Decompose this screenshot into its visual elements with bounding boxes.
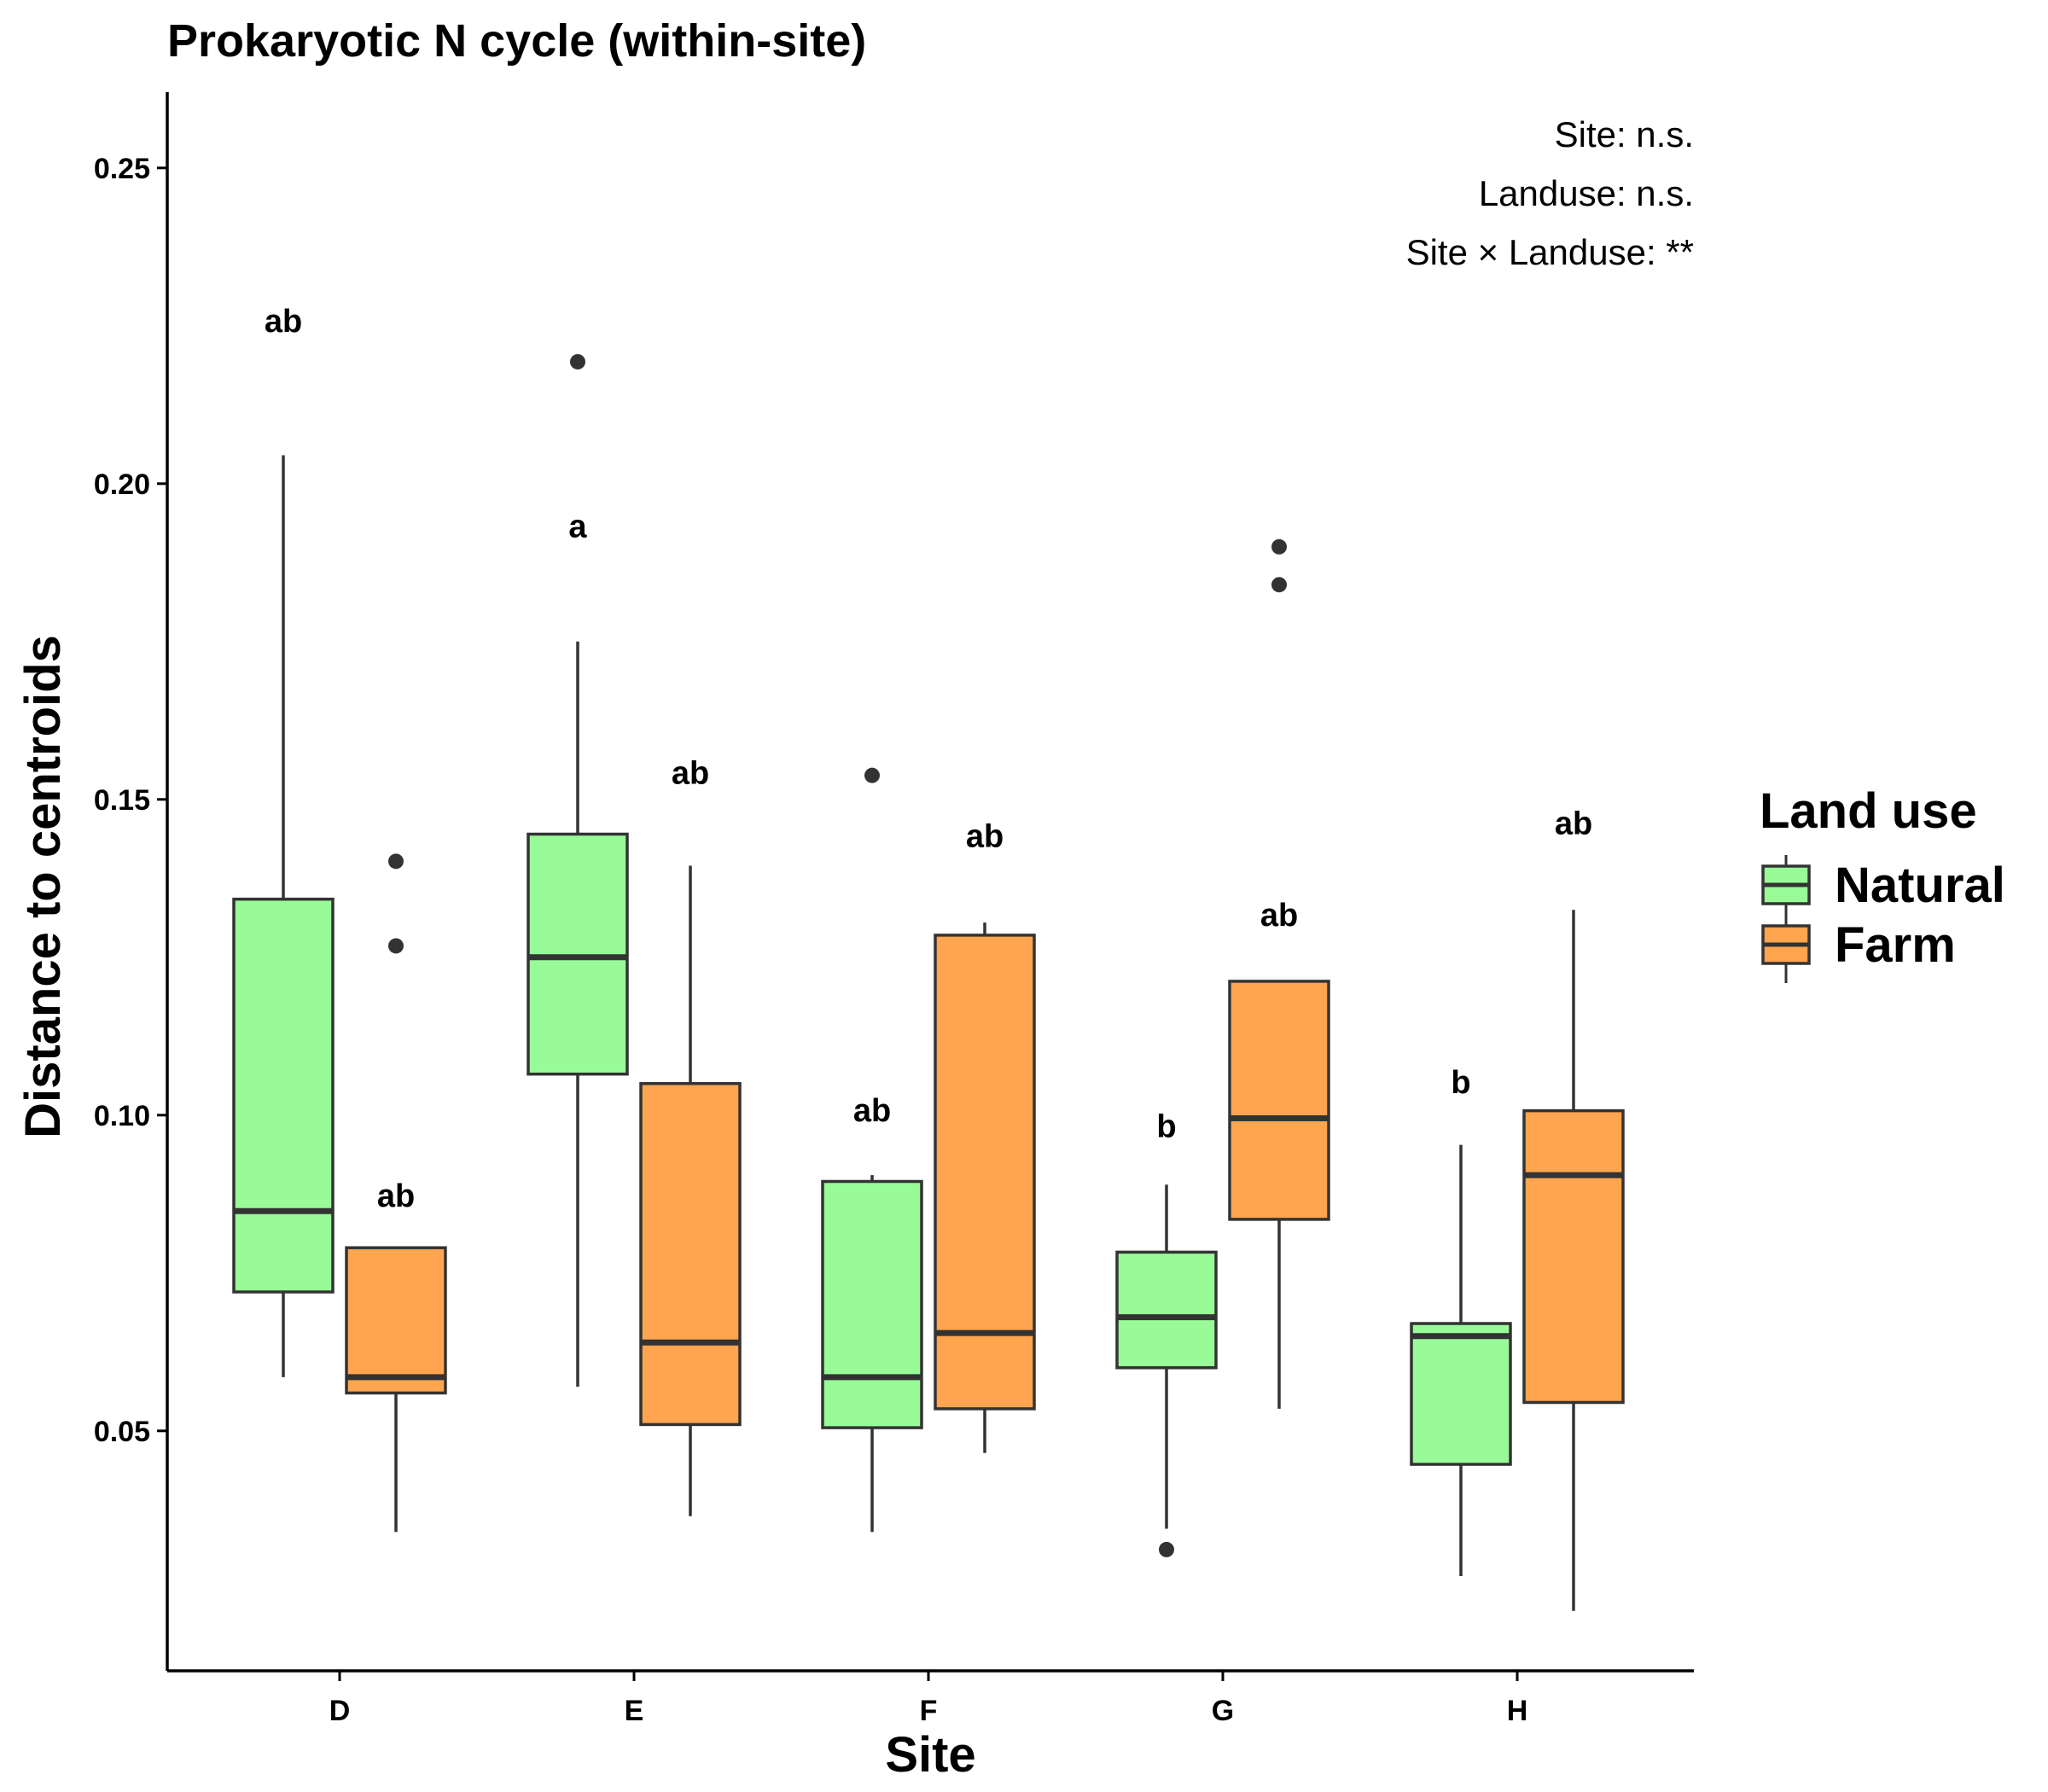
box-natural-d bbox=[232, 455, 335, 1377]
x-tick-label: F bbox=[920, 1695, 938, 1727]
outlier-point bbox=[1271, 577, 1287, 593]
axes-layer: 0.05 0.10 0.15 0.20 0.25 D E F G H Site Distance to… bbox=[15, 92, 1694, 1783]
box-iqr bbox=[1410, 1322, 1512, 1466]
y-tick-label: 0.25 bbox=[94, 153, 150, 185]
stat-line: Site × Landuse: ** bbox=[1406, 232, 1694, 272]
significance-letter: ab bbox=[853, 1093, 891, 1129]
title-layer: Prokaryotic N cycle (within-site) bbox=[167, 15, 866, 67]
outlier-point bbox=[1159, 1541, 1174, 1557]
legend-title: Land use bbox=[1760, 783, 1977, 839]
x-tick-label: D bbox=[329, 1695, 351, 1727]
box-iqr bbox=[639, 1082, 742, 1427]
box-farm-g bbox=[1228, 538, 1330, 1409]
x-tick-label: E bbox=[625, 1695, 644, 1727]
significance-letter: ab bbox=[1555, 806, 1592, 842]
box-iqr bbox=[345, 1246, 447, 1395]
y-axis-title: Distance to centroids bbox=[15, 635, 71, 1138]
x-tick-label: H bbox=[1507, 1695, 1528, 1727]
box-natural-g bbox=[1115, 1184, 1218, 1557]
box-farm-h bbox=[1522, 910, 1625, 1611]
outlier-point bbox=[570, 353, 585, 369]
chart-title: Prokaryotic N cycle (within-site) bbox=[167, 15, 866, 67]
significance-letter: ab bbox=[1260, 898, 1298, 934]
box-natural-h bbox=[1410, 1144, 1512, 1576]
legend-entry-farm: Farm bbox=[1761, 915, 1956, 983]
legend-label: Farm bbox=[1835, 917, 1956, 973]
box-iqr bbox=[232, 897, 335, 1294]
stats-annotation: Site: n.s. Landuse: n.s. Site × Landuse: *… bbox=[1406, 114, 1694, 272]
significance-letter: ab bbox=[966, 818, 1004, 854]
significance-letter: ab bbox=[672, 755, 709, 791]
box-iqr bbox=[821, 1179, 923, 1429]
stat-line: Site: n.s. bbox=[1555, 114, 1694, 154]
x-tick-label: G bbox=[1212, 1695, 1234, 1727]
outlier-point bbox=[388, 853, 404, 870]
box-iqr bbox=[934, 934, 1036, 1411]
box-iqr bbox=[1228, 980, 1330, 1221]
significance-letter: ab bbox=[377, 1178, 415, 1214]
box-iqr bbox=[527, 832, 629, 1076]
significance-letter: a bbox=[568, 509, 587, 545]
y-tick-label: 0.15 bbox=[94, 784, 150, 817]
box-iqr bbox=[1115, 1250, 1218, 1370]
outlier-point bbox=[1271, 538, 1287, 555]
x-axis-title: Site bbox=[885, 1727, 975, 1783]
box-farm-d bbox=[345, 853, 447, 1533]
y-tick-label: 0.05 bbox=[94, 1416, 150, 1448]
significance-letter: ab bbox=[265, 304, 302, 340]
outlier-point bbox=[388, 938, 404, 954]
significance-letter: b bbox=[1451, 1065, 1470, 1101]
boxes-layer bbox=[232, 353, 1625, 1611]
significance-letter: b bbox=[1156, 1109, 1176, 1145]
legend-entry-natural: Natural bbox=[1761, 855, 2005, 923]
box-farm-f bbox=[934, 922, 1036, 1453]
stat-line: Landuse: n.s. bbox=[1479, 173, 1694, 213]
box-natural-e bbox=[527, 353, 629, 1387]
y-tick-label: 0.10 bbox=[94, 1100, 150, 1132]
significance-letters: ab a ab b b ab ab ab ab ab bbox=[265, 304, 1592, 1214]
box-natural-f bbox=[821, 767, 923, 1533]
box-iqr bbox=[1522, 1108, 1625, 1405]
legend-label: Natural bbox=[1835, 858, 2005, 913]
y-tick-label: 0.20 bbox=[94, 468, 150, 501]
outlier-point bbox=[864, 767, 880, 783]
box-farm-e bbox=[639, 865, 742, 1516]
